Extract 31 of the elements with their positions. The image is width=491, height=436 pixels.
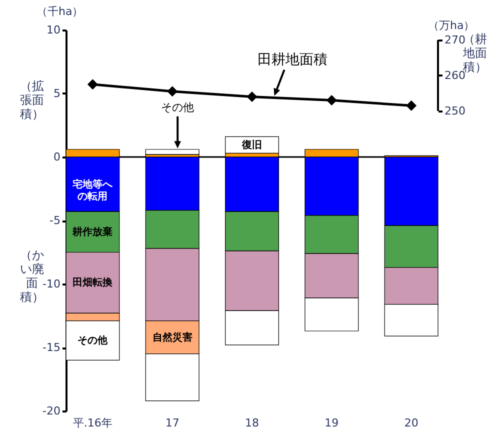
series-label: 田畑転換 [72, 276, 114, 289]
y-tick-label: 5 [54, 87, 60, 100]
y2-tick-label: 270 [444, 33, 466, 46]
text: （かい廃面積） [20, 248, 44, 304]
y-tick-label: 0 [54, 150, 60, 164]
y-tick-label: 10 [46, 24, 60, 36]
point [326, 95, 337, 106]
x-tick-label: 18 [245, 416, 259, 430]
y2-tick-label: 250 [444, 104, 466, 118]
x-tick-label: 平.16年 [72, 416, 112, 430]
point [167, 86, 178, 97]
text: その他 [161, 100, 194, 115]
x-tick-label: 20 [404, 416, 418, 430]
x-tick-label: 17 [165, 416, 180, 430]
y-tick-label: -20 [42, 404, 60, 418]
y-tick-label: -15 [42, 341, 60, 354]
series-label: 自然災害 [152, 331, 192, 344]
y-axis-title: （拡張面積） [20, 78, 44, 121]
series-label: 復旧 [241, 138, 262, 151]
series-label: 耕作放棄 [72, 226, 113, 238]
annotation: （万ha） [428, 18, 475, 33]
point [406, 100, 417, 111]
point [246, 92, 258, 102]
point [87, 79, 98, 90]
series-label: 宅地等への転用 [72, 178, 114, 202]
y-tick-label: -5 [50, 214, 60, 227]
series-label: その他 [78, 334, 109, 347]
x-tick-label: 19 [324, 416, 339, 430]
y-tick-label: -10 [42, 278, 60, 290]
text: （千ha） [36, 4, 84, 19]
series-label: 田耕地面積 [257, 50, 328, 69]
